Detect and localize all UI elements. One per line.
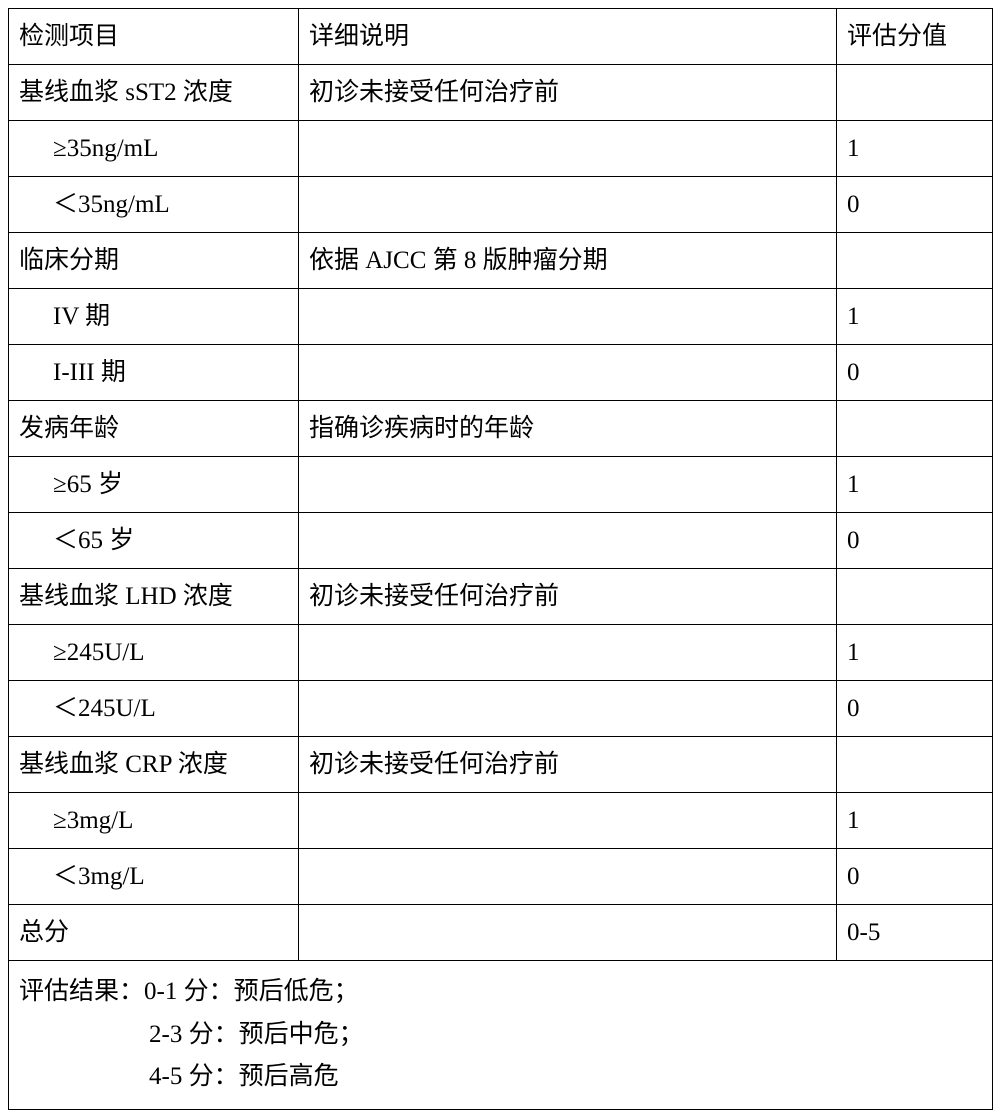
cell-score: 0 bbox=[837, 177, 993, 233]
cell-description bbox=[299, 793, 837, 849]
table-row: 发病年龄 指确诊疾病时的年龄 bbox=[9, 401, 993, 457]
cell-description bbox=[299, 681, 837, 737]
table-row: I-III 期 0 bbox=[9, 345, 993, 401]
cell-description: 初诊未接受任何治疗前 bbox=[299, 737, 837, 793]
cell-item: ≥3mg/L bbox=[9, 793, 299, 849]
footer-line1: 评估结果：0-1 分：预后低危； bbox=[19, 971, 984, 1014]
cell-score: 0 bbox=[837, 681, 993, 737]
table-row: ＜245U/L 0 bbox=[9, 681, 993, 737]
header-description: 详细说明 bbox=[299, 9, 837, 65]
cell-score: 1 bbox=[837, 625, 993, 681]
cell-item: IV 期 bbox=[9, 289, 299, 345]
table-row: ＜35ng/mL 0 bbox=[9, 177, 993, 233]
cell-score: 1 bbox=[837, 121, 993, 177]
cell-item: 基线血浆 sST2 浓度 bbox=[9, 65, 299, 121]
table-row: ＜65 岁 0 bbox=[9, 513, 993, 569]
cell-score: 0-5 bbox=[837, 905, 993, 961]
cell-score: 0 bbox=[837, 345, 993, 401]
cell-description: 依据 AJCC 第 8 版肿瘤分期 bbox=[299, 233, 837, 289]
table-row: ≥65 岁 1 bbox=[9, 457, 993, 513]
cell-description bbox=[299, 345, 837, 401]
cell-score: 1 bbox=[837, 457, 993, 513]
cell-item: ≥245U/L bbox=[9, 625, 299, 681]
cell-description bbox=[299, 457, 837, 513]
table-row: ≥35ng/mL 1 bbox=[9, 121, 993, 177]
footer-line3: 4-5 分：预后高危 bbox=[19, 1056, 984, 1099]
cell-item: 发病年龄 bbox=[9, 401, 299, 457]
cell-item: ≥35ng/mL bbox=[9, 121, 299, 177]
cell-description bbox=[299, 177, 837, 233]
cell-description bbox=[299, 849, 837, 905]
cell-item: 总分 bbox=[9, 905, 299, 961]
table-body: 检测项目 详细说明 评估分值 基线血浆 sST2 浓度 初诊未接受任何治疗前 ≥… bbox=[9, 9, 993, 1110]
cell-score bbox=[837, 569, 993, 625]
table-row: 基线血浆 sST2 浓度 初诊未接受任何治疗前 bbox=[9, 65, 993, 121]
header-item: 检测项目 bbox=[9, 9, 299, 65]
cell-score: 0 bbox=[837, 513, 993, 569]
cell-item: 基线血浆 LHD 浓度 bbox=[9, 569, 299, 625]
cell-score bbox=[837, 737, 993, 793]
cell-item: ＜3mg/L bbox=[9, 849, 299, 905]
cell-item: 临床分期 bbox=[9, 233, 299, 289]
cell-score bbox=[837, 233, 993, 289]
table-row: 基线血浆 CRP 浓度 初诊未接受任何治疗前 bbox=[9, 737, 993, 793]
cell-item: I-III 期 bbox=[9, 345, 299, 401]
footer-cell: 评估结果：0-1 分：预后低危； 2-3 分：预后中危； 4-5 分：预后高危 bbox=[9, 961, 993, 1110]
table-row: IV 期 1 bbox=[9, 289, 993, 345]
cell-description bbox=[299, 625, 837, 681]
table-row: 基线血浆 LHD 浓度 初诊未接受任何治疗前 bbox=[9, 569, 993, 625]
cell-item: ＜35ng/mL bbox=[9, 177, 299, 233]
table-header-row: 检测项目 详细说明 评估分值 bbox=[9, 9, 993, 65]
cell-score: 1 bbox=[837, 793, 993, 849]
table-row: ≥3mg/L 1 bbox=[9, 793, 993, 849]
footer-line2: 2-3 分：预后中危； bbox=[19, 1014, 984, 1057]
cell-item: ＜65 岁 bbox=[9, 513, 299, 569]
table-row: ≥245U/L 1 bbox=[9, 625, 993, 681]
cell-item: 基线血浆 CRP 浓度 bbox=[9, 737, 299, 793]
cell-item: ＜245U/L bbox=[9, 681, 299, 737]
header-score: 评估分值 bbox=[837, 9, 993, 65]
table-footer-row: 评估结果：0-1 分：预后低危； 2-3 分：预后中危； 4-5 分：预后高危 bbox=[9, 961, 993, 1110]
cell-description bbox=[299, 289, 837, 345]
cell-description bbox=[299, 513, 837, 569]
assessment-table: 检测项目 详细说明 评估分值 基线血浆 sST2 浓度 初诊未接受任何治疗前 ≥… bbox=[8, 8, 993, 1110]
cell-description bbox=[299, 121, 837, 177]
table-row-total: 总分 0-5 bbox=[9, 905, 993, 961]
table-row: 临床分期 依据 AJCC 第 8 版肿瘤分期 bbox=[9, 233, 993, 289]
cell-score: 0 bbox=[837, 849, 993, 905]
cell-description: 初诊未接受任何治疗前 bbox=[299, 65, 837, 121]
table-row: ＜3mg/L 0 bbox=[9, 849, 993, 905]
cell-score bbox=[837, 401, 993, 457]
cell-description bbox=[299, 905, 837, 961]
cell-item: ≥65 岁 bbox=[9, 457, 299, 513]
cell-score: 1 bbox=[837, 289, 993, 345]
cell-description: 指确诊疾病时的年龄 bbox=[299, 401, 837, 457]
cell-score bbox=[837, 65, 993, 121]
cell-description: 初诊未接受任何治疗前 bbox=[299, 569, 837, 625]
